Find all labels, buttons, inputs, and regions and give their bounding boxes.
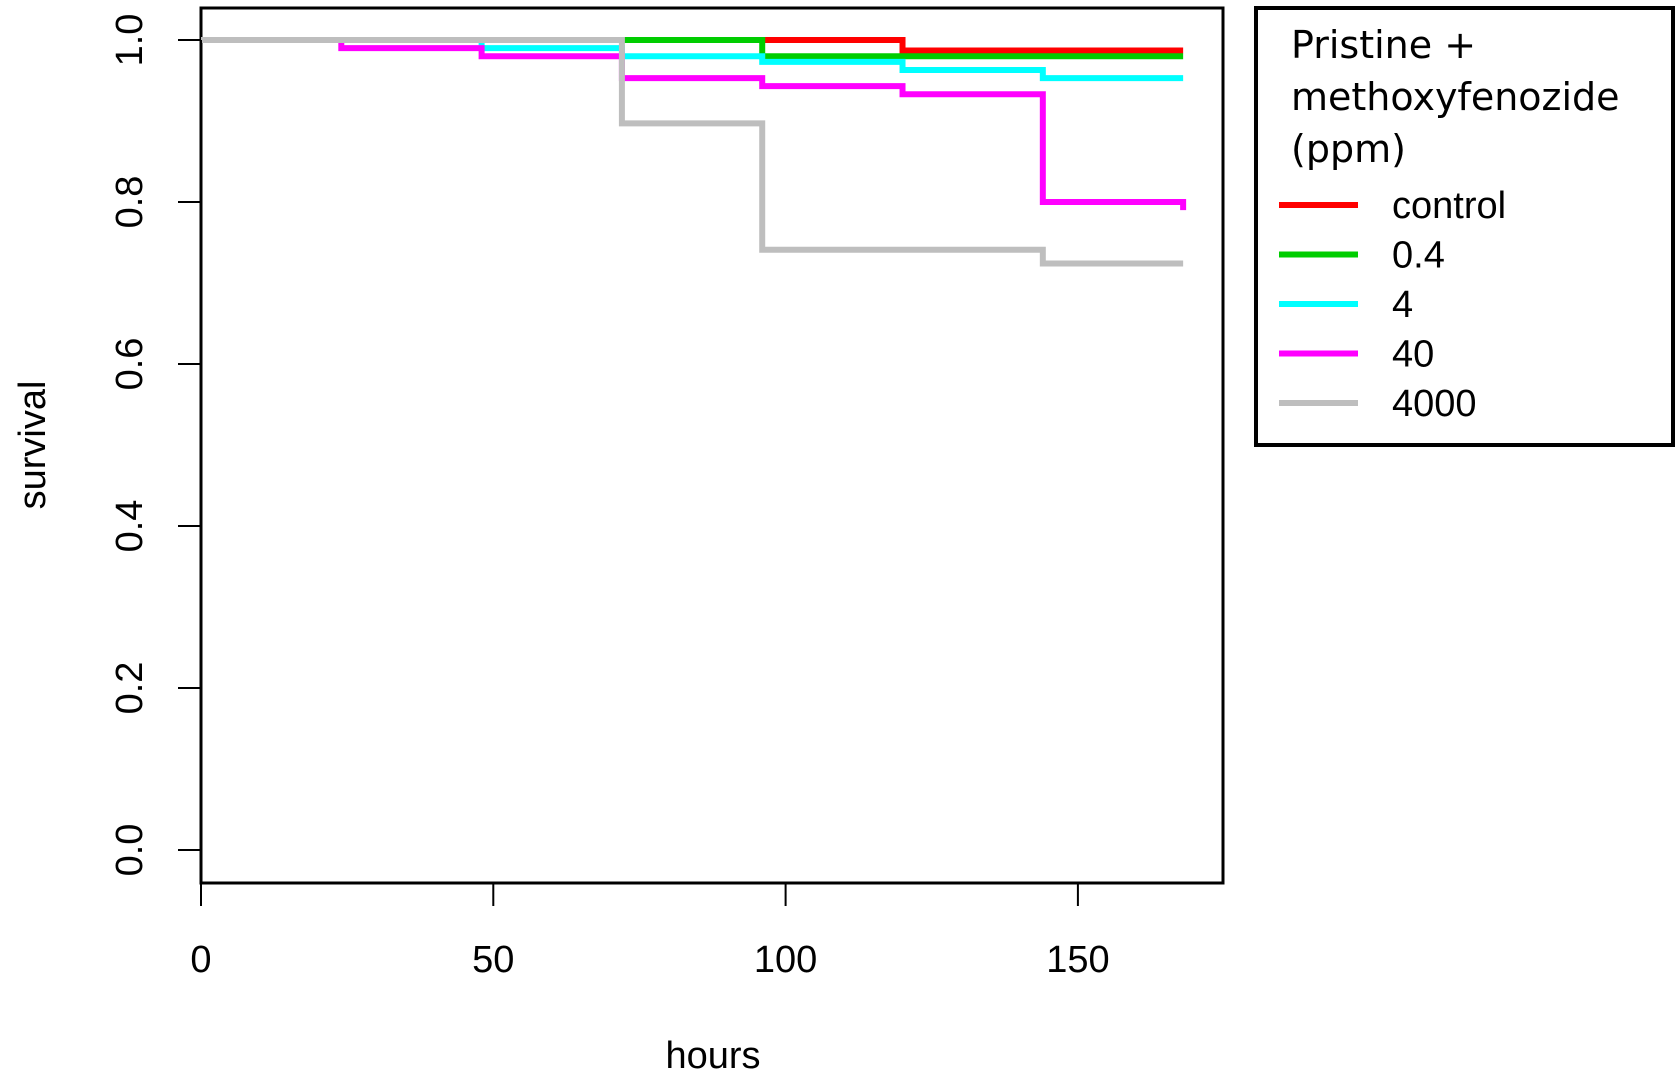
y-tick-label: 0.4: [109, 500, 151, 553]
x-axis-title: hours: [665, 1035, 760, 1071]
x-tick-label: 100: [754, 939, 817, 981]
y-tick-label: 1.0: [109, 14, 151, 67]
legend: Pristine + methoxyfenozide (ppm) control…: [1254, 6, 1675, 447]
legend-box: [1254, 6, 1675, 447]
legend-label: 0.4: [1392, 235, 1445, 277]
series-layer: [201, 37, 1187, 267]
series-line-40: [201, 37, 1187, 211]
y-tick-label: 0.2: [109, 662, 151, 715]
series-line-4000: [201, 37, 1184, 267]
legend-title-line-2: methoxyfenozide: [1291, 75, 1620, 119]
y-axis-title: survival: [12, 381, 54, 510]
legend-label: control: [1392, 185, 1506, 227]
legend-entries: control 0.4 4 40 4000: [1279, 185, 1506, 425]
y-tick-label: 0.0: [109, 824, 151, 877]
x-tick-label: 150: [1046, 939, 1109, 981]
plot-frame: [199, 6, 1225, 885]
y-tick-label: 0.8: [109, 176, 151, 229]
x-axis: 0 50 100 150: [190, 882, 1110, 981]
legend-label: 4000: [1392, 383, 1477, 425]
legend-title-line-3: (ppm): [1291, 127, 1406, 171]
legend-title-line-1: Pristine +: [1291, 23, 1476, 67]
x-tick-label: 0: [190, 939, 211, 981]
x-tick-label: 50: [472, 939, 514, 981]
legend-label: 40: [1392, 334, 1434, 376]
legend-label: 4: [1392, 284, 1413, 326]
y-tick-label: 0.6: [109, 338, 151, 391]
y-axis: 0.0 0.2 0.4 0.6 0.8 1.0: [109, 14, 202, 877]
